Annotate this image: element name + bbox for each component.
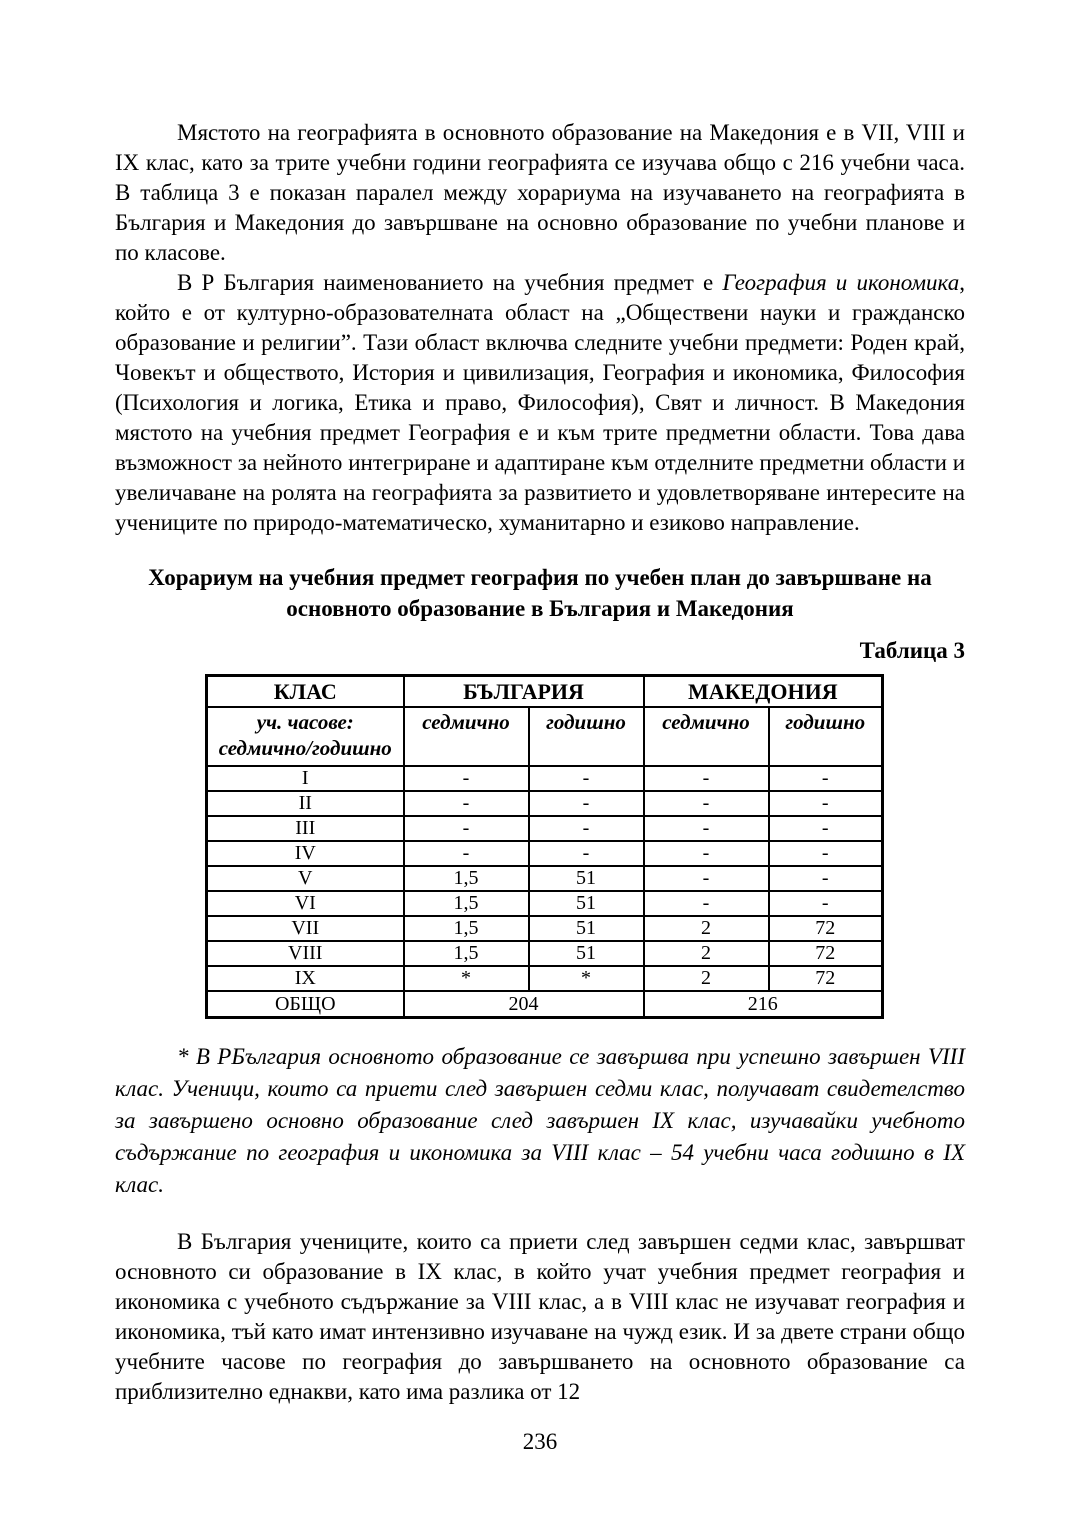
paragraph-subject-lead: В Р България наименованието на учебния п… (177, 270, 723, 295)
hours-table: КЛАС БЪЛГАРИЯ МАКЕДОНИЯ уч. часове: седми… (205, 674, 885, 1019)
cell-mk-weekly: - (642, 840, 770, 867)
row-class: I (205, 765, 405, 792)
row-class: IV (205, 840, 405, 867)
subheader-hours-line1: уч. часове: (256, 710, 354, 734)
cell-mk-weekly: - (642, 790, 770, 817)
row-class: III (205, 815, 405, 842)
cell-mk-yearly: 72 (767, 915, 884, 942)
cell-bg-yearly: 51 (528, 865, 645, 892)
cell-bg-weekly: - (402, 765, 530, 792)
total-label: ОБЩО (205, 990, 405, 1019)
header-bulgaria: БЪЛГАРИЯ (402, 674, 645, 708)
cell-bg-weekly: * (402, 965, 530, 992)
table-row: IV - - - - (205, 840, 884, 867)
cell-bg-yearly: * (528, 965, 645, 992)
cell-mk-weekly: - (642, 890, 770, 917)
cell-mk-yearly: - (767, 840, 884, 867)
cell-mk-weekly: 2 (642, 965, 770, 992)
cell-mk-weekly: - (642, 865, 770, 892)
cell-bg-weekly: - (402, 815, 530, 842)
table-heading: Хорариум на учебния предмет география по… (148, 565, 932, 621)
subheader-mk-weekly: седмично (642, 706, 770, 767)
cell-mk-yearly: - (767, 815, 884, 842)
subheader-bg-weekly: седмично (402, 706, 530, 767)
row-class: IX (205, 965, 405, 992)
row-class: VII (205, 915, 405, 942)
cell-mk-weekly: 2 (642, 940, 770, 967)
paragraph-subject-rest: , който е от културно-образователната об… (115, 270, 965, 535)
cell-mk-yearly: - (767, 765, 884, 792)
cell-mk-yearly: 72 (767, 940, 884, 967)
total-macedonia: 216 (642, 990, 884, 1019)
header-class: КЛАС (205, 674, 405, 708)
cell-bg-yearly: 51 (528, 940, 645, 967)
row-class: V (205, 865, 405, 892)
table-row: V 1,5 51 - - (205, 865, 884, 892)
cell-bg-yearly: - (528, 765, 645, 792)
subheader-mk-yearly: годишно (767, 706, 884, 767)
row-class: VI (205, 890, 405, 917)
cell-bg-yearly: - (528, 790, 645, 817)
cell-bg-yearly: - (528, 840, 645, 867)
cell-bg-yearly: 51 (528, 915, 645, 942)
cell-mk-yearly: - (767, 865, 884, 892)
cell-bg-weekly: 1,5 (402, 890, 530, 917)
cell-mk-weekly: - (642, 765, 770, 792)
table-row: I - - - - (205, 765, 884, 792)
cell-bg-weekly: - (402, 790, 530, 817)
table-row: VI 1,5 51 - - (205, 890, 884, 917)
table-header-row: КЛАС БЪЛГАРИЯ МАКЕДОНИЯ (205, 674, 884, 708)
table-total-row: ОБЩО 204 216 (205, 990, 884, 1019)
page-number: 236 (522, 1429, 558, 1454)
paragraph-intro: Мястото на географията в основното образ… (115, 120, 965, 265)
cell-bg-yearly: - (528, 815, 645, 842)
table-row: IX * * 2 72 (205, 965, 884, 992)
paragraph-conclusion: В България учениците, които са приети сл… (115, 1229, 965, 1404)
subheader-hours-line2: седмично/годишно (218, 736, 392, 760)
subheader-bg-yearly: годишно (528, 706, 645, 767)
subheader-hours-label: уч. часове: седмично/годишно (205, 706, 405, 767)
header-macedonia: МАКЕДОНИЯ (642, 674, 884, 708)
table-number-label: Таблица 3 (859, 638, 965, 663)
cell-bg-weekly: 1,5 (402, 865, 530, 892)
table-row: III - - - - (205, 815, 884, 842)
cell-mk-yearly: 72 (767, 965, 884, 992)
table-subheader-row: уч. часове: седмично/годишно седмично год… (205, 706, 884, 767)
cell-mk-yearly: - (767, 790, 884, 817)
cell-mk-weekly: 2 (642, 915, 770, 942)
subject-name-italic: География и икономика (722, 270, 960, 295)
cell-bg-weekly: 1,5 (402, 940, 530, 967)
row-class: II (205, 790, 405, 817)
table-row: VII 1,5 51 2 72 (205, 915, 884, 942)
cell-mk-weekly: - (642, 815, 770, 842)
table-row: II - - - - (205, 790, 884, 817)
footnote: * В РБългария основното образование се з… (115, 1044, 965, 1197)
cell-bg-weekly: 1,5 (402, 915, 530, 942)
table-row: VIII 1,5 51 2 72 (205, 940, 884, 967)
cell-bg-weekly: - (402, 840, 530, 867)
row-class: VIII (205, 940, 405, 967)
paragraph-subject-area: В Р България наименованието на учебния п… (115, 268, 965, 538)
total-bulgaria: 204 (402, 990, 645, 1019)
cell-mk-yearly: - (767, 890, 884, 917)
cell-bg-yearly: 51 (528, 890, 645, 917)
